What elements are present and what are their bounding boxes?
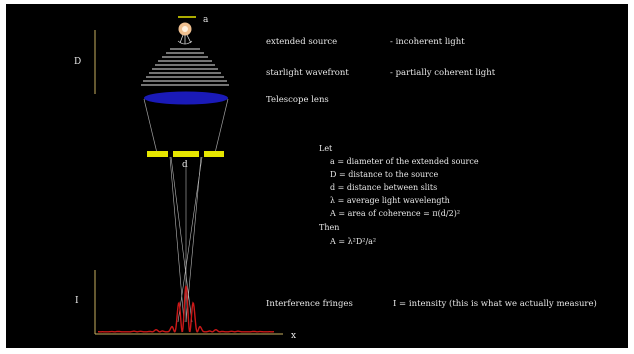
definition-line: d = distance between slits bbox=[330, 183, 437, 192]
interference-fringe-curve bbox=[98, 285, 274, 333]
symbol-x: x bbox=[291, 331, 296, 341]
definition-line: A = area of coherence = π(d/2)² bbox=[329, 209, 460, 218]
definition-line: a = diameter of the extended source bbox=[330, 157, 479, 166]
light-cone-lines bbox=[143, 98, 229, 154]
symbol-I: I bbox=[75, 296, 79, 306]
definition-line: λ = average light wavelength bbox=[330, 196, 450, 205]
definition-line: D = distance to the source bbox=[330, 170, 438, 179]
starlight-wavefront-lines bbox=[141, 48, 229, 86]
label-extended-source: extended source bbox=[266, 37, 337, 47]
diffraction-rays bbox=[169, 156, 203, 323]
definition-result: A = λ²D²/a² bbox=[329, 237, 376, 246]
symbol-D: D bbox=[74, 57, 81, 67]
label-starlight-wavefront: starlight wavefront bbox=[266, 68, 349, 78]
label-incoherent-light: - incoherent light bbox=[390, 37, 465, 47]
label-partially-coherent-light: - partially coherent light bbox=[390, 68, 496, 78]
telescope-lens bbox=[144, 91, 228, 105]
double-slit-plate bbox=[147, 151, 224, 157]
symbol-d: d bbox=[182, 160, 188, 170]
label-telescope-lens: Telescope lens bbox=[266, 95, 329, 105]
symbol-a: a bbox=[203, 15, 209, 25]
label-intensity-note: I = intensity (this is what we actually … bbox=[393, 298, 597, 309]
definitions-let: Let bbox=[319, 144, 333, 153]
diagram-background bbox=[6, 4, 628, 348]
definitions-then: Then bbox=[319, 223, 339, 232]
label-interference-fringes: Interference fringes bbox=[266, 299, 353, 309]
extended-source-icon bbox=[177, 22, 193, 45]
